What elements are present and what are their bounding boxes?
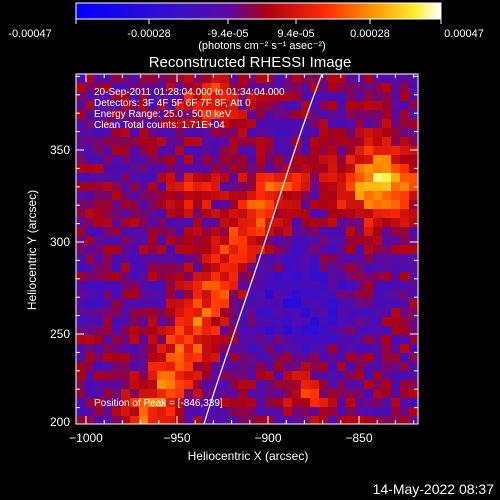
x-tick-label: −950 — [163, 431, 190, 445]
colorbar-units: (photons cm⁻² s⁻¹ asec⁻²) — [198, 40, 325, 52]
x-tick-label: −900 — [254, 431, 281, 445]
colorbar-ticks — [75, 19, 442, 24]
colorbar-tick-label: -9.4e-05 — [208, 28, 249, 40]
colorbar-gradient — [75, 2, 442, 20]
y-tick-label: 350 — [50, 143, 70, 157]
colorbar-tick-label: -0.00028 — [127, 28, 170, 40]
colorbar-tick-label: -0.00047 — [8, 28, 51, 40]
image-title: Reconstructed RHESSI Image — [149, 54, 352, 71]
footer-timestamp: 14-May-2022 08:37 — [373, 481, 495, 497]
y-tick-label: 200 — [50, 415, 70, 429]
annotation-line: Energy Range: 25.0 - 50.0 keV — [94, 109, 232, 120]
colorbar: -0.00047 -0.00028 -9.4e-05 9.4e-05 0.000… — [8, 2, 484, 52]
colorbar-tick-label: 0.00047 — [444, 28, 484, 40]
y-axis-label: Heliocentric Y (arcsec) — [25, 190, 39, 310]
image-annotations: 20-Sep-2011 01:28:04.000 to 01:34:04.000… — [94, 87, 285, 409]
y-tick-label: 250 — [50, 327, 70, 341]
image-pixels — [76, 74, 418, 424]
annotation-line: Clean Total counts: 1.71E+04 — [94, 120, 225, 131]
annotation-line: 20-Sep-2011 01:28:04.000 to 01:34:04.000 — [94, 87, 285, 98]
x-axis-label: Heliocentric X (arcsec) — [188, 449, 309, 463]
rhessi-image — [76, 74, 418, 424]
axis-ticks — [76, 74, 418, 424]
x-tick-label: −850 — [345, 431, 372, 445]
colorbar-tick-label: 0.00028 — [350, 28, 390, 40]
annotation-line: Detectors: 3F 4F 5F 6F 7F 8F, Att 0 — [94, 98, 251, 109]
x-tick-label: −1000 — [69, 431, 103, 445]
plot-frame — [75, 73, 419, 425]
peak-position-label: Position of Peak = [-846,339] — [94, 398, 223, 409]
colorbar-tick-label: 9.4e-05 — [277, 28, 314, 40]
solar-limb — [203, 74, 323, 424]
y-tick-label: 300 — [50, 235, 70, 249]
